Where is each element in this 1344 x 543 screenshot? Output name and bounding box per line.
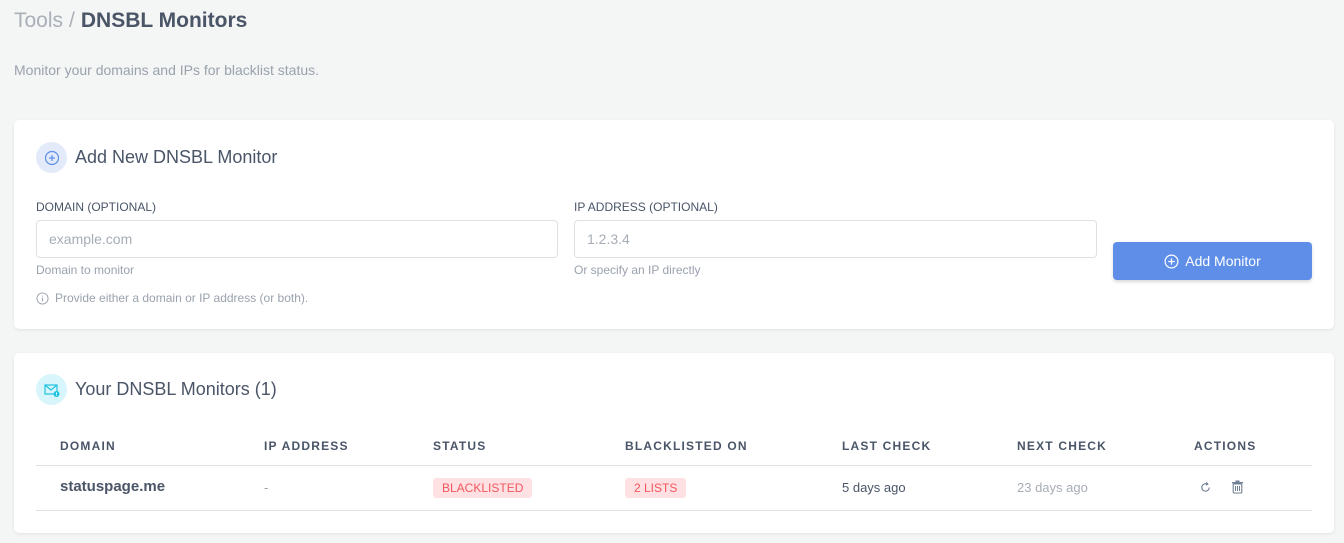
info-icon	[36, 291, 49, 305]
breadcrumb-parent[interactable]: Tools	[14, 9, 64, 32]
domain-label: DOMAIN (OPTIONAL)	[36, 200, 157, 214]
form-note: Provide either a domain or IP address (o…	[36, 291, 308, 305]
card-title: Add New DNSBL Monitor	[75, 147, 278, 167]
breadcrumb: Tools / DNSBL Monitors	[14, 9, 247, 33]
column-header-blacklisted-on[interactable]: BLACKLISTED ON	[625, 439, 748, 453]
add-monitor-button[interactable]: Add Monitor	[1113, 242, 1312, 280]
ip-help: Or specify an IP directly	[574, 263, 701, 277]
breadcrumb-separator: /	[69, 9, 75, 32]
column-header-last-check[interactable]: LAST CHECK	[842, 439, 932, 453]
divider	[36, 465, 1312, 466]
add-monitor-card: Add New DNSBL Monitor DOMAIN (OPTIONAL) …	[14, 120, 1334, 329]
plus-circle-icon	[1164, 254, 1179, 268]
ip-label: IP ADDRESS (OPTIONAL)	[574, 200, 718, 214]
card-header: Add New DNSBL Monitor	[36, 142, 277, 173]
card-title: Your DNSBL Monitors (1)	[75, 379, 277, 399]
ip-input[interactable]	[574, 220, 1097, 258]
page-subtitle: Monitor your domains and IPs for blackli…	[14, 62, 320, 78]
domain-input[interactable]	[36, 220, 558, 258]
row-last-check: 5 days ago	[842, 480, 906, 495]
plus-circle-icon	[36, 142, 67, 173]
row-domain: statuspage.me	[60, 478, 166, 495]
monitors-card: Your DNSBL Monitors (1) DOMAIN IP ADDRES…	[14, 353, 1334, 533]
row-next-check: 23 days ago	[1017, 480, 1088, 495]
divider	[36, 510, 1312, 511]
trash-icon[interactable]	[1231, 480, 1244, 494]
column-header-domain[interactable]: DOMAIN	[60, 439, 116, 453]
domain-help: Domain to monitor	[36, 263, 135, 277]
blacklisted-count-badge[interactable]: 2 LISTS	[625, 478, 687, 498]
column-header-next-check[interactable]: NEXT CHECK	[1017, 439, 1108, 453]
card-header: Your DNSBL Monitors (1)	[36, 374, 277, 405]
column-header-status[interactable]: STATUS	[433, 439, 487, 453]
refresh-icon[interactable]	[1199, 481, 1212, 494]
status-badge: BLACKLISTED	[433, 478, 533, 498]
add-monitor-button-label: Add Monitor	[1185, 253, 1261, 269]
row-ip: -	[264, 480, 269, 495]
column-header-actions: ACTIONS	[1194, 439, 1257, 453]
form-note-text: Provide either a domain or IP address (o…	[55, 291, 309, 305]
column-header-ip[interactable]: IP ADDRESS	[264, 439, 349, 453]
mail-alert-icon	[36, 374, 67, 405]
page-title: DNSBL Monitors	[80, 9, 248, 32]
